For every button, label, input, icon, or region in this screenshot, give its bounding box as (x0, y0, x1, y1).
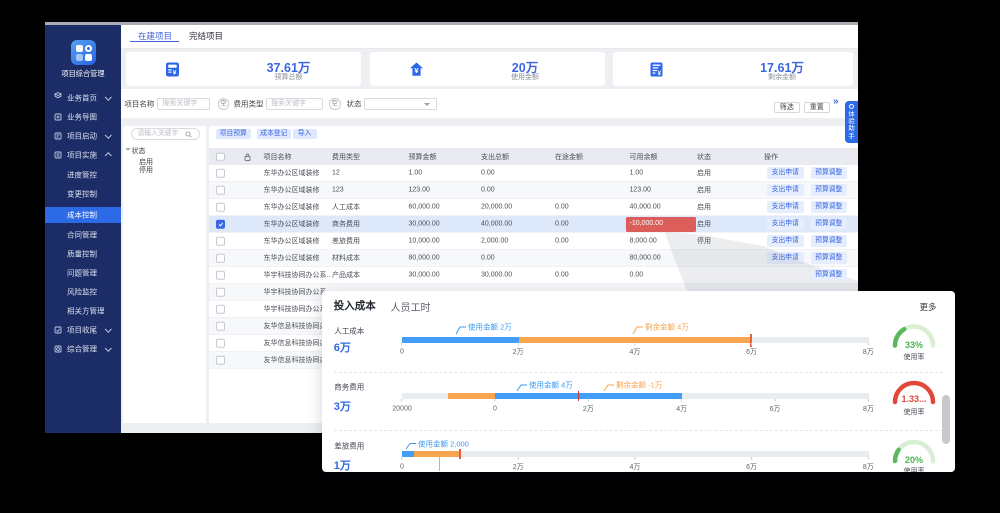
svg-text:¥: ¥ (173, 69, 177, 76)
svg-text:¥: ¥ (657, 70, 661, 77)
svg-text:¥: ¥ (414, 66, 419, 75)
